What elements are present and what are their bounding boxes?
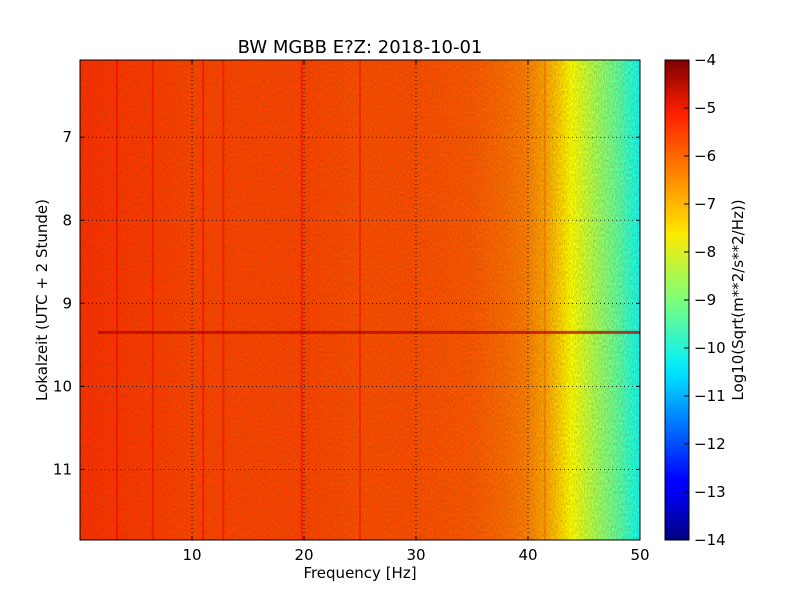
colorbar-tick-label: −8 bbox=[694, 243, 716, 261]
y-tick-label: 9 bbox=[62, 294, 72, 312]
colorbar-tick-label: −5 bbox=[694, 99, 716, 117]
spectral-noise-texture bbox=[80, 60, 640, 540]
x-tick-label: 30 bbox=[406, 546, 425, 564]
x-tick-label: 40 bbox=[518, 546, 537, 564]
y-axis-label: Lokalzeit (UTC + 2 Stunde) bbox=[33, 199, 51, 401]
colorbar-ticks: −4 −5 −6 −7 −8 −9 −10 −11 −12 −13 −14 bbox=[684, 51, 726, 549]
y-tick-label: 7 bbox=[62, 128, 72, 146]
plot-area bbox=[80, 60, 640, 540]
x-axis-ticks: 10 20 30 40 50 bbox=[182, 60, 650, 564]
colorbar-tick-label: −10 bbox=[694, 339, 726, 357]
colorbar-tick-label: −12 bbox=[694, 435, 726, 453]
grid-lines bbox=[80, 60, 640, 540]
x-axis-label: Frequency [Hz] bbox=[303, 564, 416, 582]
colorbar-tick-label: −14 bbox=[694, 531, 726, 549]
plot-frame bbox=[79, 59, 641, 541]
colorbar-label: Log10(Sqrt(m**2/s**2/Hz)) bbox=[729, 199, 747, 400]
y-tick-label: 10 bbox=[53, 377, 72, 395]
colorbar-tick-label: −4 bbox=[694, 51, 716, 69]
y-axis-ticks: 7 8 9 10 11 bbox=[53, 128, 640, 478]
colorbar-tick-label: −6 bbox=[694, 147, 716, 165]
y-tick-label: 11 bbox=[53, 460, 72, 478]
x-tick-label: 50 bbox=[630, 546, 649, 564]
y-tick-label: 8 bbox=[62, 211, 72, 229]
colorbar-tick-label: −7 bbox=[694, 195, 716, 213]
colorbar-tick-label: −11 bbox=[694, 387, 726, 405]
x-tick-label: 10 bbox=[182, 546, 201, 564]
colorbar-tick-label: −9 bbox=[694, 291, 716, 309]
chart-title: BW MGBB E?Z: 2018-10-01 bbox=[238, 37, 483, 58]
colorbar-tick-label: −13 bbox=[694, 483, 726, 501]
x-tick-label: 20 bbox=[294, 546, 313, 564]
